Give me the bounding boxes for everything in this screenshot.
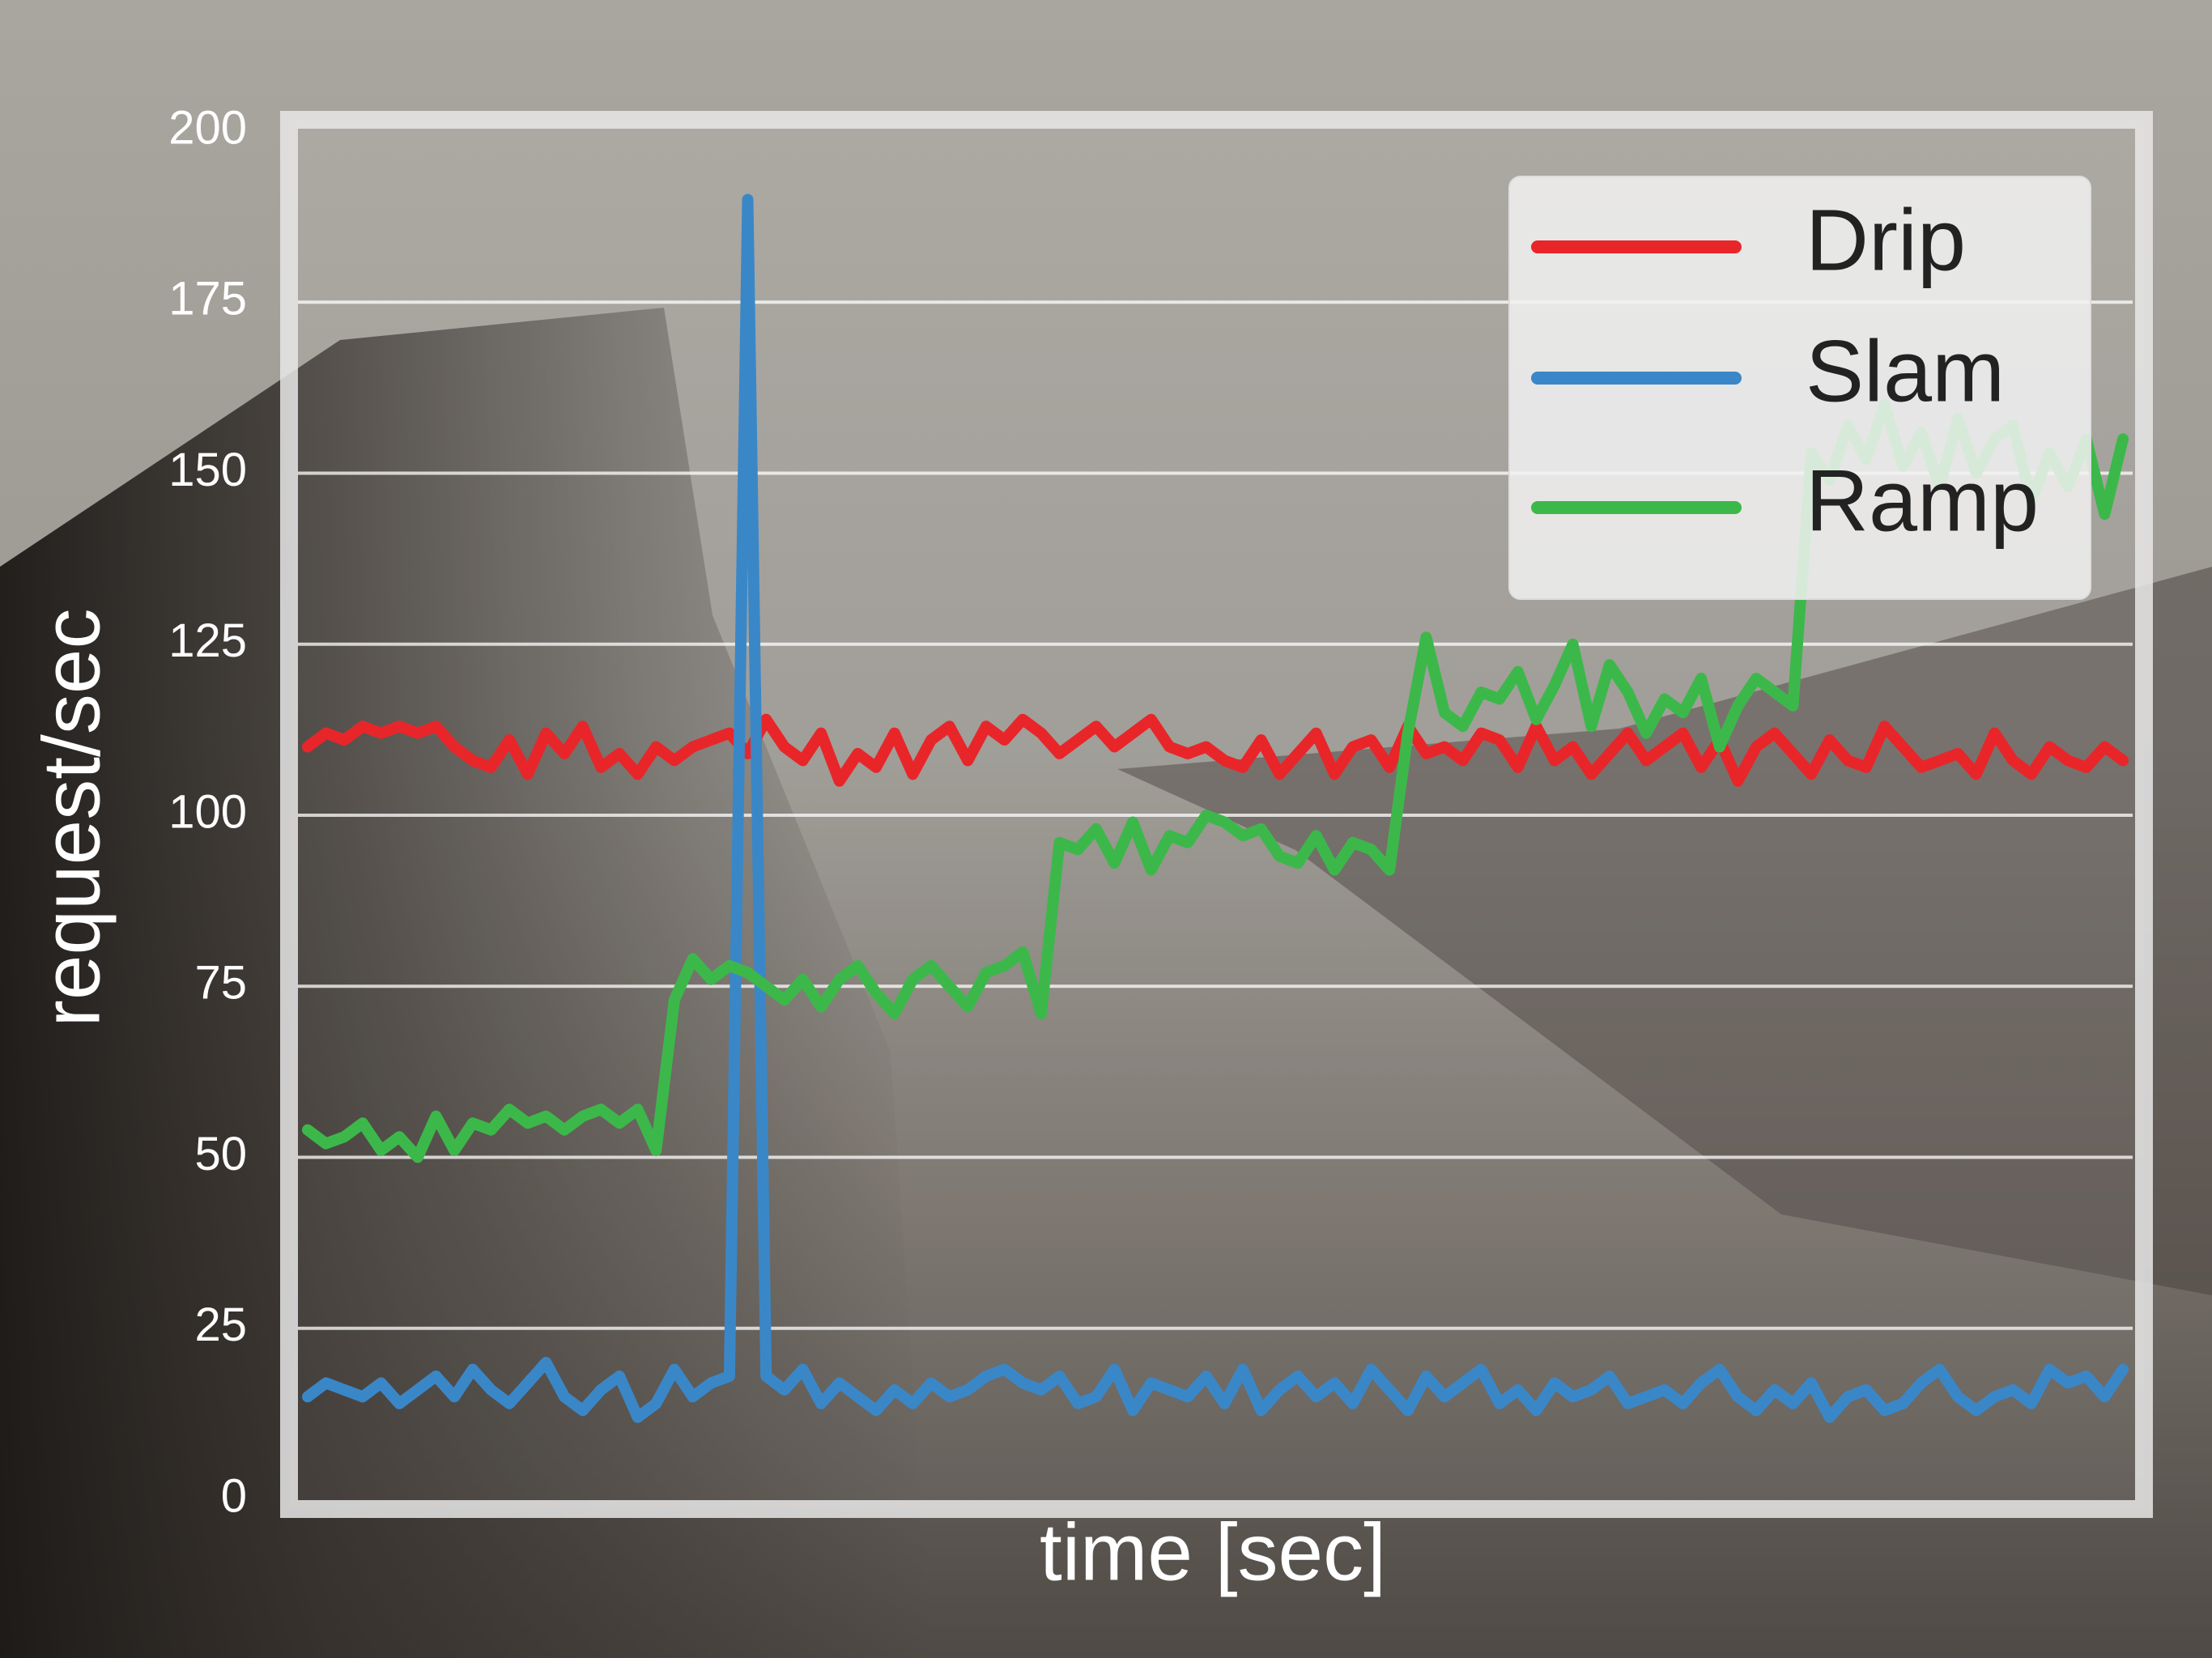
y-tick-label: 50 [194,1128,247,1180]
y-tick-label: 125 [168,614,247,667]
legend-label: Drip [1806,191,1966,289]
y-tick-label: 175 [168,273,247,325]
legend-label: Slam [1806,322,2005,420]
page: {"chart_data": {"type": "line", "xlabel"… [0,0,2212,1658]
y-tick-label: 200 [168,101,247,154]
y-tick-label: 100 [168,785,247,838]
y-tick-label: 0 [221,1469,247,1522]
chart: 0 25 50 75 100 125 150 175 200 Drip Slam Ramp time… [0,0,2212,1658]
y-axis-label: request/sec [26,609,117,1027]
y-tick-label: 75 [194,957,247,1010]
x-axis-label: time [sec] [1040,1507,1386,1597]
legend-label: Ramp [1806,452,2039,550]
y-tick-label: 25 [194,1299,247,1351]
y-tick-label: 150 [168,444,247,496]
